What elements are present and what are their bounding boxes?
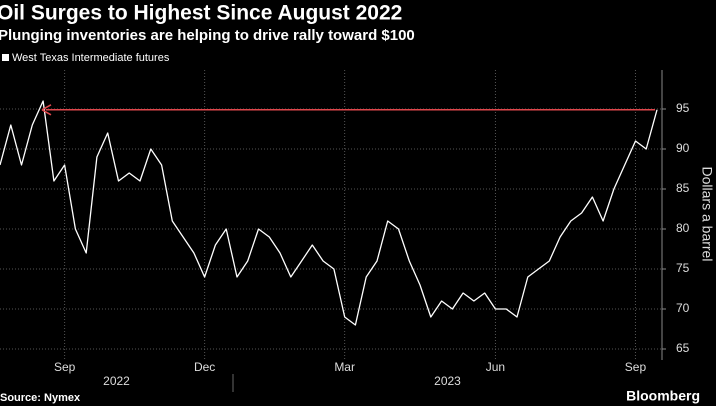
- y-tick-label: 70: [676, 301, 690, 315]
- y-tick-label: 65: [676, 341, 690, 355]
- chart-title: Oil Surges to Highest Since August 2022: [0, 2, 402, 25]
- y-tick-label: 80: [676, 221, 690, 235]
- x-group-label: 2022: [103, 374, 130, 388]
- x-tick-label: Dec: [194, 360, 215, 374]
- x-tick-label: Sep: [625, 360, 647, 374]
- y-tick-label: 90: [676, 141, 690, 155]
- x-tick-label: Jun: [486, 360, 505, 374]
- x-tick-label: Mar: [334, 360, 355, 374]
- source: Source: Nymex: [0, 392, 81, 404]
- y-tick-label: 85: [676, 181, 690, 195]
- x-tick-label: Sep: [54, 360, 76, 374]
- legend-swatch: [2, 54, 9, 61]
- chart-subtitle: Plunging inventories are helping to driv…: [0, 27, 415, 44]
- price-line: [0, 100, 658, 326]
- x-group-label: 2023: [434, 374, 461, 388]
- legend-label: West Texas Intermediate futures: [12, 52, 170, 64]
- y-tick-label: 75: [676, 261, 690, 275]
- arrow-head: [41, 104, 52, 116]
- y-axis-label: Dollars a barrel: [699, 167, 715, 262]
- y-tick-label: 95: [676, 101, 690, 115]
- branding: Bloomberg: [626, 388, 700, 404]
